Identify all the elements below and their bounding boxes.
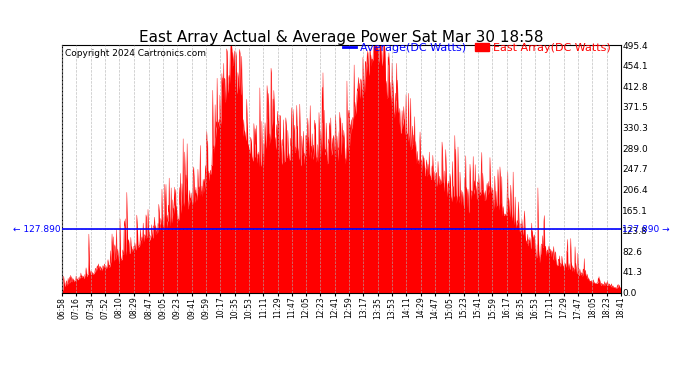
Text: Copyright 2024 Cartronics.com: Copyright 2024 Cartronics.com	[65, 49, 206, 58]
Title: East Array Actual & Average Power Sat Mar 30 18:58: East Array Actual & Average Power Sat Ma…	[139, 30, 544, 45]
Legend: Average(DC Watts), East Array(DC Watts): Average(DC Watts), East Array(DC Watts)	[338, 38, 615, 57]
